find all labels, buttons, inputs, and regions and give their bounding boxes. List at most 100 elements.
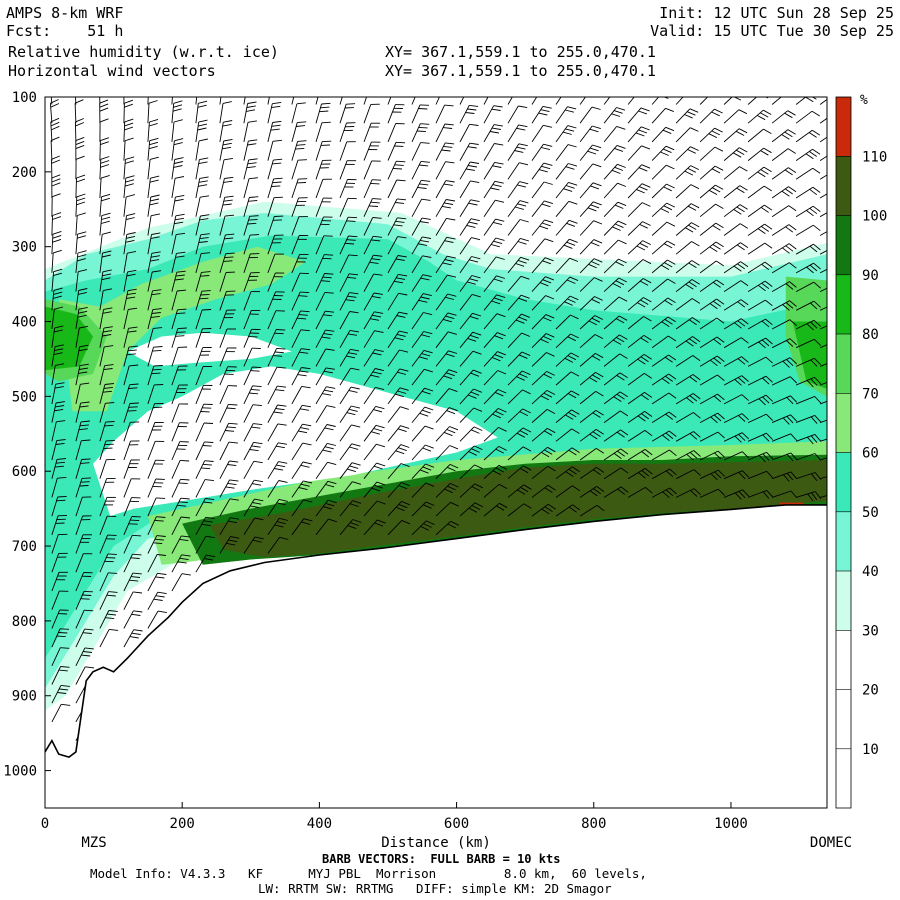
barb-flag [544,219,554,224]
y-tick-label-800: 800 [12,614,37,630]
barb-staff [579,391,596,405]
barb-staff [531,97,538,105]
barb-flag [444,86,453,87]
barb-staff [147,347,154,367]
barb-flag [172,108,182,112]
barb-flag [474,445,483,451]
wind-barb-159 [171,100,183,124]
barb-staff [147,234,152,255]
barb-staff [99,534,109,554]
barb-flag [789,357,798,365]
barb-flag [396,160,406,163]
barb-staff [459,180,471,199]
barb-flag [422,447,432,452]
barb-staff [555,314,571,330]
barb-flag [177,289,187,292]
barb-flag [80,481,90,483]
barb-staff [339,254,350,274]
barb-staff [291,386,303,405]
barb-flag [125,217,135,221]
wind-barb-173 [171,365,188,386]
barb-staff [315,499,329,517]
barb-flag [589,377,598,383]
barb-staff [315,254,325,274]
barb-flag [321,336,331,339]
barb-flag [228,403,238,406]
barb-staff [603,182,618,199]
barb-flag [127,410,137,412]
barb-flag [420,277,430,281]
barb-flag [664,300,673,306]
barb-staff [795,167,813,180]
barb-flag [468,451,477,456]
barb-staff [171,234,177,255]
wind-barb-352 [339,424,361,442]
barb-flag [641,145,651,150]
barb-flag [347,468,356,473]
wind-barb-77 [99,231,112,255]
barb-flag [418,356,428,360]
wind-barb-149 [147,459,165,479]
barb-staff [363,349,376,367]
barb-flag [639,242,649,248]
barb-flag [50,136,60,142]
barb-flag [784,112,793,119]
barb-staff [171,121,175,142]
y-tick-label-300: 300 [12,240,37,256]
barb-staff [195,479,206,498]
barb-staff [435,445,451,461]
barb-staff [171,253,177,274]
barb-flag [447,274,457,278]
barb-flag [662,129,672,135]
barb-staff [219,441,230,461]
barb-flag [445,296,455,300]
barb-staff [411,97,416,105]
barb-staff [819,306,827,311]
wind-barb-639 [651,145,675,161]
barb-flag [200,233,210,236]
barb-flag [541,165,551,170]
barb-flag [177,327,187,330]
barb-flag [79,367,89,370]
wind-barb-611 [603,448,629,461]
wind-barb-131 [147,118,159,142]
barb-staff [579,97,586,105]
wind-barb-316 [315,197,333,217]
barb-flag [324,273,334,275]
wind-barb-427 [411,482,435,498]
barb-staff [459,407,475,423]
barb-flag [395,141,406,144]
barb-flag [277,423,287,426]
barb-staff [795,243,814,255]
wind-barb-93 [99,534,117,554]
barb-flag [733,209,742,215]
wind-barb-120 [123,478,141,498]
barb-flag [495,237,505,241]
barb-staff [387,463,402,479]
barb-flag [174,217,184,221]
barb-flag [177,308,187,311]
barb-flag [711,168,721,174]
barb-flag [198,161,208,165]
barb-flag [490,244,500,248]
barb-flag [423,312,433,316]
barb-staff [747,147,764,161]
barb-flag [321,121,331,124]
barb-staff [75,685,86,704]
barb-flag [176,251,186,254]
barb-staff [771,414,791,424]
wind-barb-109 [123,269,137,292]
wind-barb-358 [363,97,368,105]
barb-flag [54,408,64,412]
barb-flag [814,415,822,423]
barb-staff [819,193,827,199]
barb-staff [147,159,151,180]
wind-barb-467 [459,331,482,348]
barb-flag [519,373,528,378]
barb-flag [762,453,770,461]
barb-flag [692,336,701,343]
barb-flag [197,104,207,108]
barb-flag [496,294,506,299]
wind-barb-158 [171,97,173,105]
barb-flag [474,502,484,508]
